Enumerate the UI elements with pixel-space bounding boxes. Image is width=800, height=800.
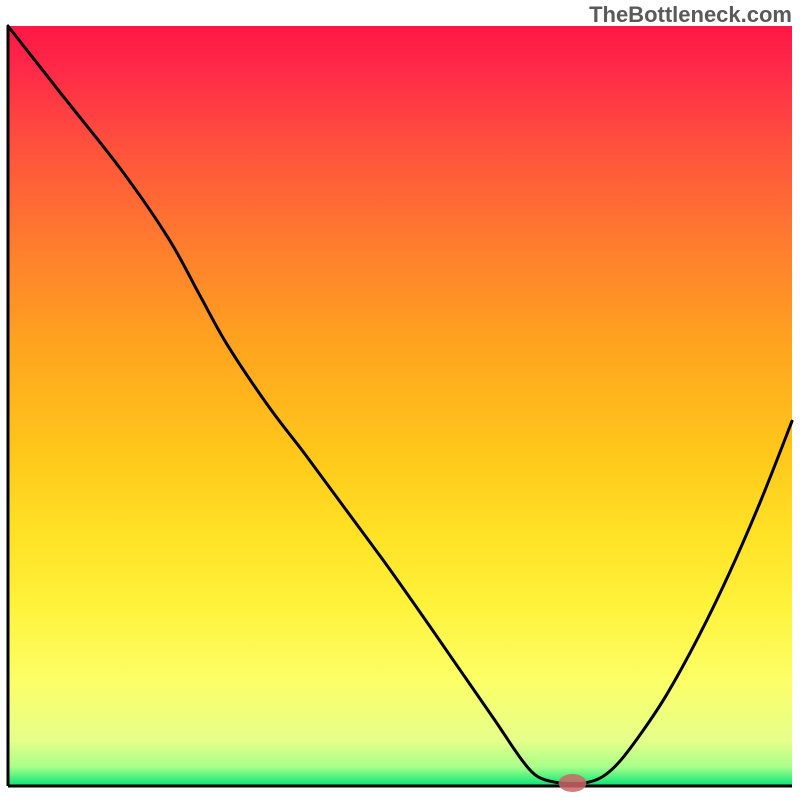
chart-svg xyxy=(0,0,800,800)
bottleneck-chart: TheBottleneck.com xyxy=(0,0,800,800)
optimal-marker xyxy=(558,774,586,792)
watermark-text: TheBottleneck.com xyxy=(589,2,792,28)
plot-background xyxy=(8,26,792,786)
